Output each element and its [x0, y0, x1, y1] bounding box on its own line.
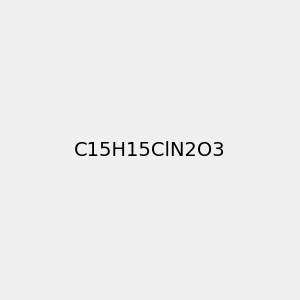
- Text: C15H15ClN2O3: C15H15ClN2O3: [74, 140, 226, 160]
